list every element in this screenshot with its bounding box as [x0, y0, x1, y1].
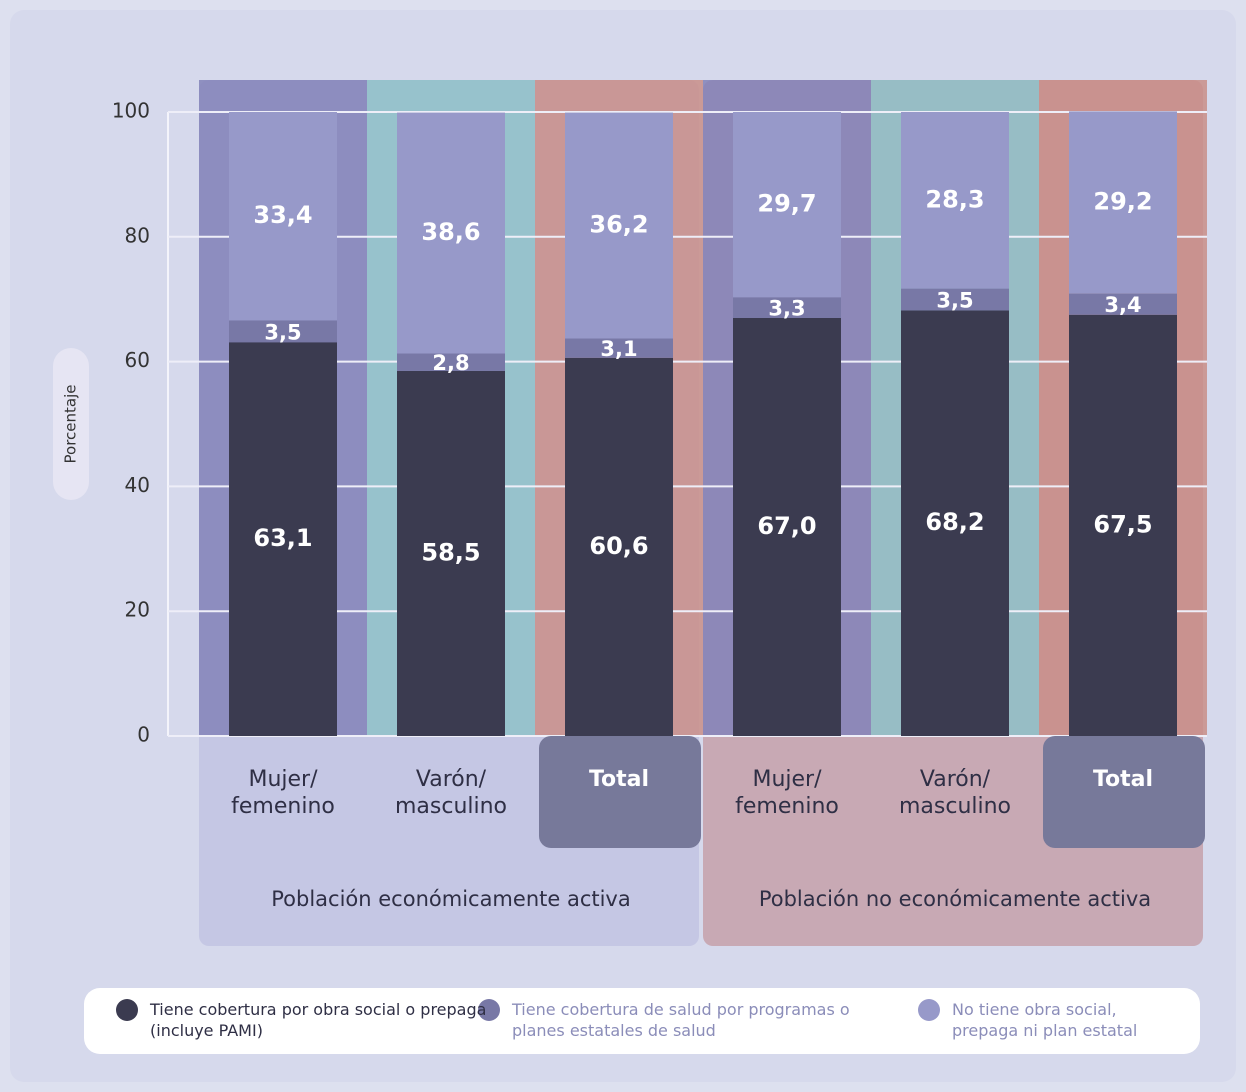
total-box [1043, 736, 1205, 848]
bar-segment [565, 338, 673, 358]
value-label: 60,6 [589, 532, 648, 560]
bar-segment [565, 112, 673, 339]
value-label: 28,3 [925, 185, 984, 213]
bar-segment [229, 112, 337, 321]
bar-segment [901, 112, 1009, 289]
bar-segment [565, 357, 673, 736]
bar-segment [397, 112, 505, 354]
y-tick-label: 0 [137, 723, 150, 747]
y-tick-label: 60 [125, 348, 150, 372]
bar-segment [733, 317, 841, 736]
bar-segment [901, 288, 1009, 311]
value-label: 68,2 [925, 508, 984, 536]
value-label: 3,1 [600, 337, 637, 361]
bar-segment [229, 342, 337, 736]
y-tick-label: 100 [112, 99, 150, 123]
value-label: 3,4 [1104, 293, 1141, 317]
value-label: 63,1 [253, 524, 312, 552]
value-label: 2,8 [432, 351, 469, 375]
y-tick-label: 20 [125, 598, 150, 622]
bar-segment [1069, 293, 1177, 315]
bar-segment [733, 297, 841, 318]
value-label: 67,0 [757, 512, 816, 540]
y-tick-label: 40 [125, 473, 150, 497]
value-label: 33,4 [253, 201, 312, 229]
legend-label: Tiene cobertura de salud por programas o… [512, 1000, 850, 1040]
value-label: 29,7 [757, 190, 816, 218]
x-tick-label: Varón/ masculino [394, 767, 508, 819]
x-tick-label: Total [588, 767, 650, 792]
y-label-pill [53, 348, 89, 500]
bar-segment [397, 370, 505, 736]
bar-segment [229, 320, 337, 343]
y-tick-label: 80 [125, 223, 150, 247]
legend-label: Tiene cobertura por obra social o prepag… [150, 1000, 487, 1040]
legend-swatch [116, 999, 138, 1021]
legend-swatch [918, 999, 940, 1021]
legend-swatch [478, 999, 500, 1021]
x-tick-label: Mujer/ femenino [231, 767, 335, 819]
value-label: 3,3 [768, 297, 805, 321]
x-tick-label: Mujer/ femenino [735, 767, 839, 819]
value-label: 3,5 [264, 320, 301, 344]
x-tick-label: Varón/ masculino [898, 767, 1012, 819]
value-label: 38,6 [421, 218, 480, 246]
value-label: 3,5 [936, 289, 973, 313]
x-tick-label: Total [1092, 767, 1154, 792]
group-label: Población económicamente activa [271, 887, 631, 911]
value-label: 29,2 [1093, 187, 1152, 215]
value-label: 36,2 [589, 211, 648, 239]
legend-label: No tiene obra social, prepaga ni plan es… [952, 1000, 1138, 1040]
group-label: Población no económicamente activa [758, 887, 1152, 911]
value-label: 58,5 [421, 538, 480, 566]
bar-segment [1069, 111, 1177, 294]
bar-segment [901, 310, 1009, 736]
total-box [539, 736, 701, 848]
bar-segment [733, 112, 841, 298]
value-label: 67,5 [1093, 510, 1152, 538]
y-axis-label: Porcentaje [62, 385, 80, 464]
bar-segment [1069, 314, 1177, 736]
bar-segment [397, 353, 505, 371]
